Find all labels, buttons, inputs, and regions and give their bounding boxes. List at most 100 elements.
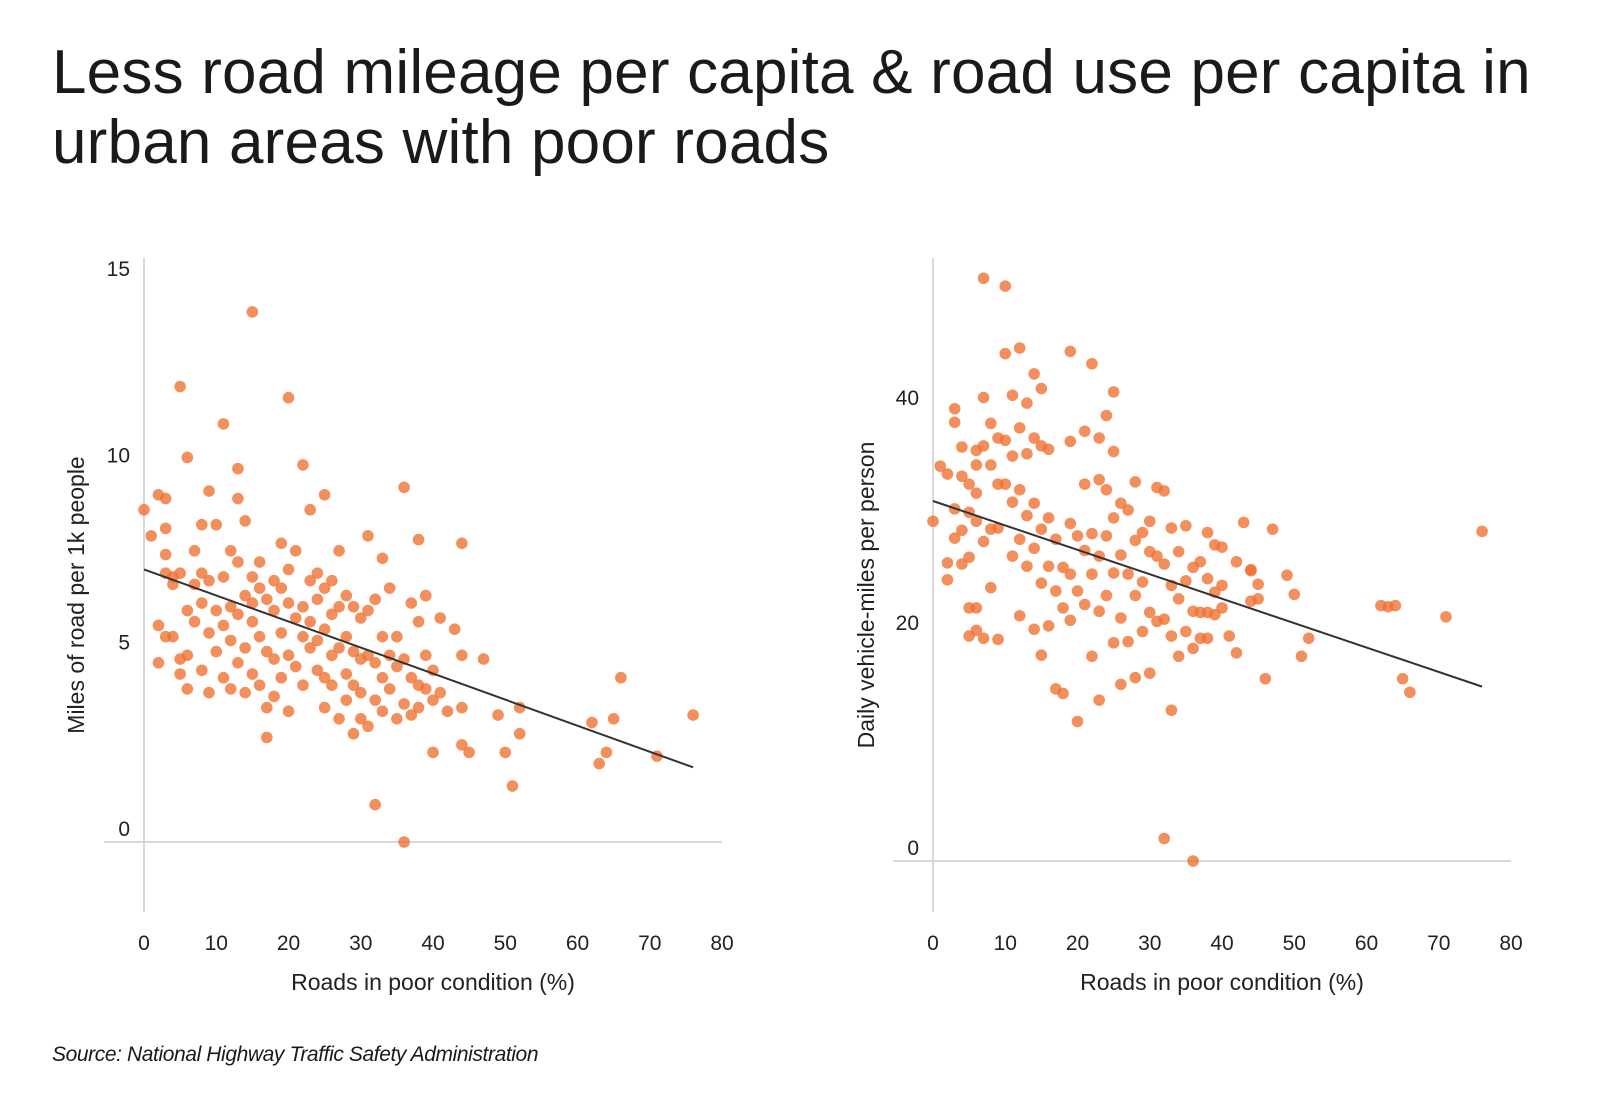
data-point [1216,579,1228,592]
data-point [246,597,259,609]
data-point [297,459,309,471]
data-point [1028,542,1040,555]
data-point [1071,585,1084,597]
data-point [167,630,179,643]
trend-line [143,568,694,769]
data-point [1100,589,1113,602]
data-point [362,604,374,617]
data-point [196,664,208,677]
data-point [1028,623,1040,636]
y-tick-label: 5 [118,631,130,654]
data-point [246,615,259,628]
data-point [282,649,295,662]
data-point [977,632,990,645]
data-point [246,306,259,318]
x-tick-label: 20 [277,932,300,955]
data-point [1064,568,1077,580]
y-tick-label: 15 [107,258,130,281]
x-tick-label: 50 [1283,932,1306,955]
data-point [1013,533,1026,546]
data-point [1476,525,1488,538]
data-point [456,739,468,751]
data-point [1389,599,1402,612]
data-point [970,602,983,614]
x-tick-label: 30 [349,932,372,955]
data-point [1136,526,1149,539]
data-point [268,604,280,617]
data-point [1028,497,1040,510]
data-point [1295,650,1308,663]
data-point [196,518,208,531]
data-point [1071,530,1084,542]
data-point [340,630,353,643]
data-point [369,798,382,811]
data-point [297,630,309,643]
x-tick-label: 40 [1210,932,1233,955]
data-point [398,481,410,494]
data-point [1021,447,1033,460]
data-point [232,608,244,621]
data-point [275,671,288,684]
x-tick-label: 20 [1066,932,1089,955]
data-point [188,615,201,628]
y-tick-label: 10 [107,445,130,468]
data-point [217,418,230,430]
data-point [1122,504,1134,516]
data-point [232,657,244,669]
data-point [992,633,1004,646]
data-point [970,459,983,471]
data-point [224,683,237,695]
source-note: Source: National Highway Traffic Safety … [52,1043,539,1066]
data-point [1042,443,1055,456]
data-point [181,451,194,464]
data-point [492,709,504,721]
data-point [1064,345,1077,358]
data-point [275,537,288,550]
data-point [1201,526,1214,539]
data-point [956,470,968,483]
data-point [311,567,324,579]
data-point [419,589,432,602]
data-point [1187,855,1199,867]
data-point [1078,598,1091,611]
data-point [246,668,259,680]
data-point [1064,614,1077,627]
data-point [1093,605,1105,618]
data-point [1252,578,1264,591]
data-point [1129,589,1142,602]
data-point [405,671,418,684]
data-point [1180,575,1192,587]
data-point [586,716,598,729]
data-point [956,441,968,453]
data-point [282,597,295,609]
data-point [1165,630,1178,642]
data-point [1093,694,1105,706]
data-point [1057,602,1069,614]
data-point [1107,512,1120,524]
data-point [1028,368,1040,380]
data-point [181,683,194,695]
data-point [304,503,316,516]
data-point [224,601,237,613]
data-point [456,649,468,662]
data-point [1230,647,1243,659]
data-point [1006,389,1019,402]
data-point [1230,555,1243,568]
data-point [412,615,425,628]
data-point [1187,642,1199,655]
data-point [1021,560,1033,573]
data-point [1021,397,1033,409]
chart-title: Less road mileage per capita & road use … [52,38,1531,177]
data-point [282,705,295,718]
data-point [318,701,331,714]
data-point [1071,715,1084,728]
data-point [1021,509,1033,522]
data-point [391,630,403,643]
data-point [1281,569,1293,582]
data-point [1086,357,1098,370]
x-axis-label: Roads in poor condition (%) [1080,969,1364,995]
data-point [941,573,954,586]
data-point [159,548,172,561]
data-point [1093,473,1105,486]
data-point [275,627,288,639]
